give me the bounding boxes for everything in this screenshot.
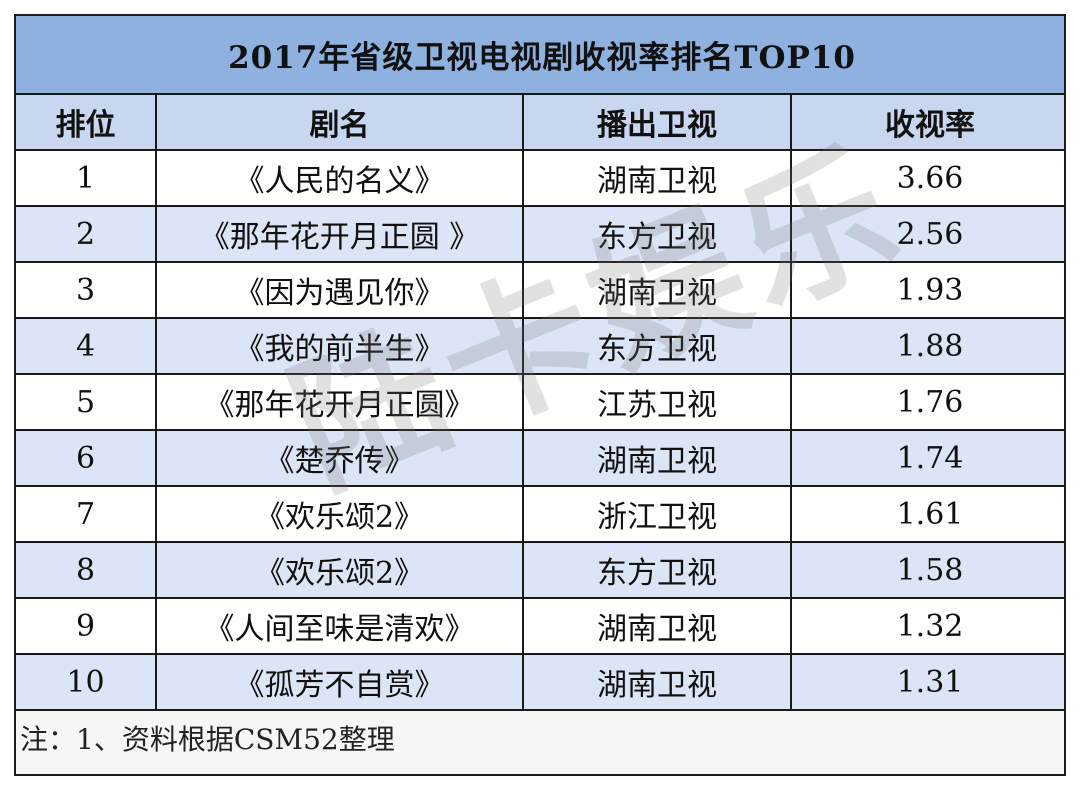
cell-channel: 湖南卫视	[522, 653, 792, 711]
table-row: 10 《孤芳不自赏》 湖南卫视 1.31	[16, 653, 1064, 711]
cell-channel: 东方卫视	[522, 541, 792, 599]
table-row: 6 《楚乔传》 湖南卫视 1.74	[16, 429, 1064, 487]
ranking-table-frame: 2017年省级卫视电视剧收视率排名TOP10 排位 剧名 播出卫视 收视率 1 《…	[14, 14, 1066, 776]
cell-rating: 1.58	[790, 541, 1064, 599]
cell-rank: 8	[16, 541, 157, 599]
table-row: 5 《那年花开月正圆》 江苏卫视 1.76	[16, 373, 1064, 431]
cell-channel: 东方卫视	[522, 205, 792, 263]
table-row: 4 《我的前半生》 东方卫视 1.88	[16, 317, 1064, 375]
cell-rating: 1.74	[790, 429, 1064, 487]
header-rank: 排位	[16, 93, 157, 151]
cell-rank: 4	[16, 317, 157, 375]
cell-rating: 2.56	[790, 205, 1064, 263]
cell-name: 《欢乐颂2》	[155, 541, 524, 599]
cell-channel: 江苏卫视	[522, 373, 792, 431]
cell-channel: 湖南卫视	[522, 429, 792, 487]
cell-name: 《因为遇见你》	[155, 261, 524, 319]
cell-rating: 1.31	[790, 653, 1064, 711]
header-row: 排位 剧名 播出卫视 收视率	[16, 93, 1064, 151]
cell-rank: 7	[16, 485, 157, 543]
cell-rank: 3	[16, 261, 157, 319]
cell-name: 《我的前半生》	[155, 317, 524, 375]
title-row: 2017年省级卫视电视剧收视率排名TOP10	[16, 16, 1064, 95]
cell-name: 《孤芳不自赏》	[155, 653, 524, 711]
cell-rating: 1.93	[790, 261, 1064, 319]
cell-rank: 2	[16, 205, 157, 263]
header-name: 剧名	[155, 93, 524, 151]
table-row: 8 《欢乐颂2》 东方卫视 1.58	[16, 541, 1064, 599]
cell-rank: 10	[16, 653, 157, 711]
cell-channel: 湖南卫视	[522, 597, 792, 655]
table-row: 1 《人民的名义》 湖南卫视 3.66	[16, 149, 1064, 207]
footnote: 注：1、资料根据CSM52整理	[20, 723, 395, 756]
cell-rating: 1.32	[790, 597, 1064, 655]
cell-name: 《人间至味是清欢》	[155, 597, 524, 655]
table-row: 2 《那年花开月正圆 》东方卫视 2.56	[16, 205, 1064, 263]
cell-name: 《那年花开月正圆》	[155, 373, 524, 431]
cell-channel: 东方卫视	[522, 317, 792, 375]
cell-channel: 湖南卫视	[522, 149, 792, 207]
cell-rank: 1	[16, 149, 157, 207]
table-row: 9 《人间至味是清欢》 湖南卫视 1.32	[16, 597, 1064, 655]
ranking-table: 2017年省级卫视电视剧收视率排名TOP10 排位 剧名 播出卫视 收视率 1 《…	[16, 16, 1064, 711]
table-title: 2017年省级卫视电视剧收视率排名TOP10	[16, 16, 1064, 95]
cell-rating: 1.61	[790, 485, 1064, 543]
cell-rank: 6	[16, 429, 157, 487]
table-row: 7 《欢乐颂2》 浙江卫视 1.61	[16, 485, 1064, 543]
cell-channel: 浙江卫视	[522, 485, 792, 543]
header-rating: 收视率	[790, 93, 1064, 151]
cell-name: 《楚乔传》	[155, 429, 524, 487]
cell-rank: 5	[16, 373, 157, 431]
cell-rating: 1.76	[790, 373, 1064, 431]
cell-name: 《人民的名义》	[155, 149, 524, 207]
header-channel: 播出卫视	[522, 93, 792, 151]
cell-name: 《欢乐颂2》	[155, 485, 524, 543]
cell-rating: 3.66	[790, 149, 1064, 207]
cell-rank: 9	[16, 597, 157, 655]
cell-name: 《那年花开月正圆 》	[155, 205, 524, 263]
cell-channel: 湖南卫视	[522, 261, 792, 319]
table-row: 3 《因为遇见你》 湖南卫视 1.93	[16, 261, 1064, 319]
cell-rating: 1.88	[790, 317, 1064, 375]
